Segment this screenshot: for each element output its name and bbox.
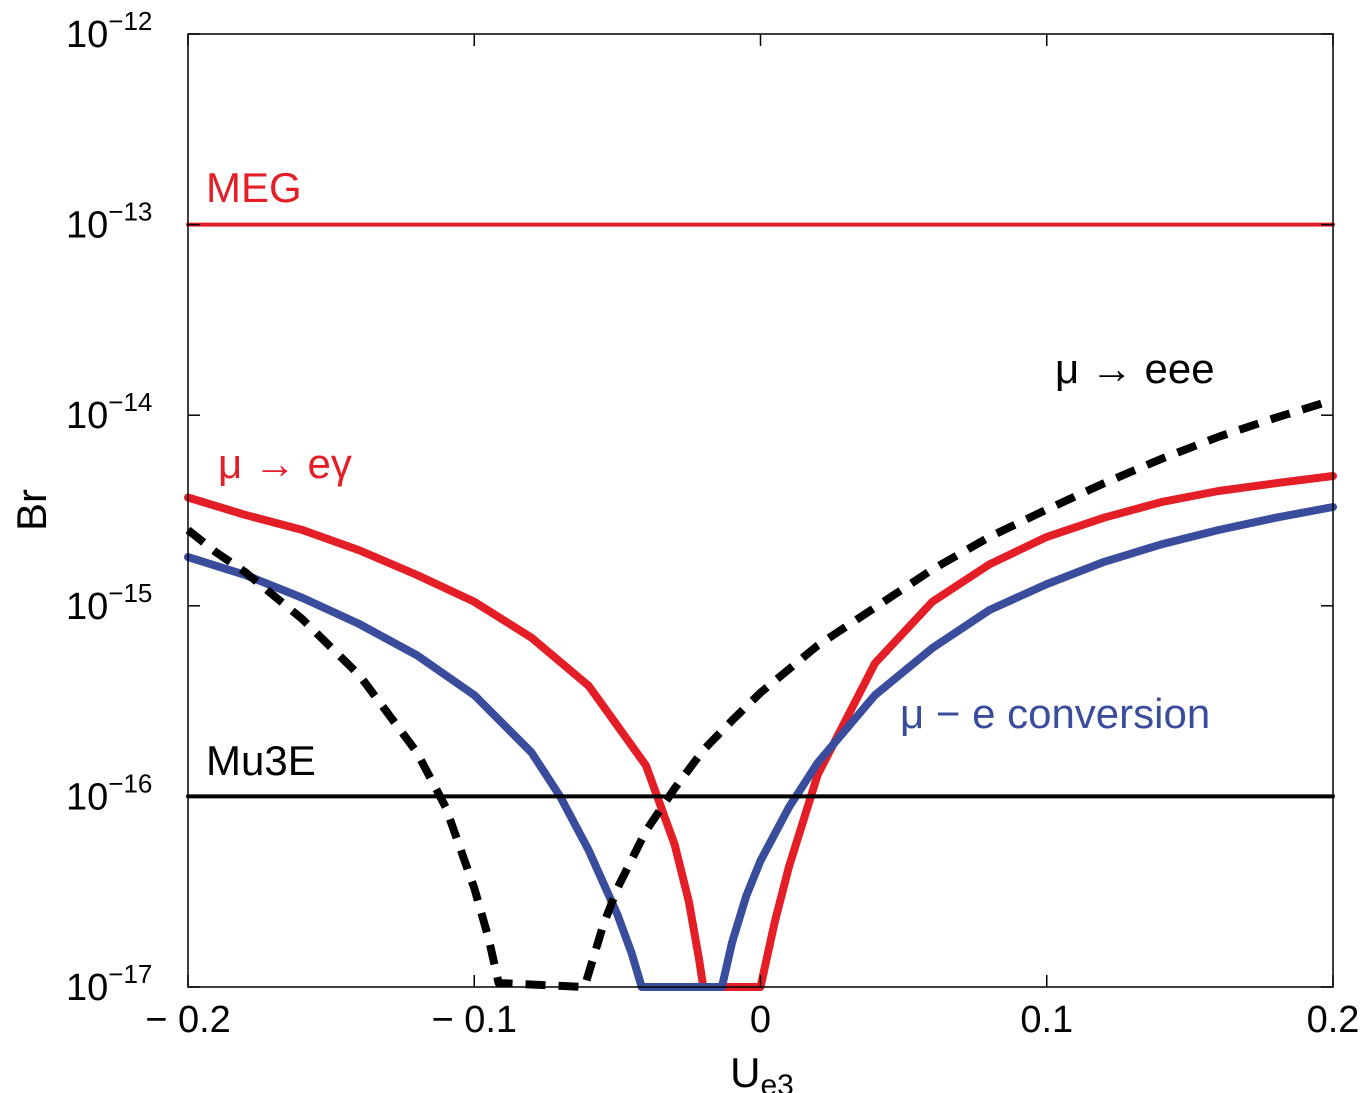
label-mueg: μ → eγ [218, 440, 352, 487]
y-tick-label-exponent: −17 [108, 959, 152, 989]
x-tick-label: − 0.2 [145, 999, 231, 1041]
y-tick-label: 10−13 [66, 197, 152, 247]
series-line-1 [184, 503, 1337, 991]
y-tick-label-base: 10 [66, 395, 108, 437]
annotation-layer: MEG μ → eγ μ → eee μ − e conversion Mu3E [206, 164, 1215, 784]
x-tick-label: 0.1 [1020, 999, 1073, 1041]
tick-layer: − 0.2− 0.1 0 0.1 0.210−1710−1610−1510−1410−… [66, 6, 1359, 1041]
label-mu3e: Mu3E [206, 737, 316, 784]
y-tick-label: 10−14 [66, 387, 152, 437]
series-layer [184, 222, 1337, 991]
x-axis-title-subscript: e3 [760, 1069, 793, 1093]
label-meg: MEG [206, 164, 302, 211]
y-tick-label: 10−17 [66, 959, 152, 1009]
y-tick-label-base: 10 [66, 586, 108, 628]
y-tick-label-base: 10 [66, 967, 108, 1009]
y-tick-label-base: 10 [66, 776, 108, 818]
x-tick-label: 0 [750, 999, 771, 1041]
y-tick-label-base: 10 [66, 14, 108, 56]
x-axis-title-main: U [730, 1049, 760, 1093]
y-axis-title: Br [8, 489, 55, 531]
x-tick-label: 0.2 [1307, 999, 1360, 1041]
x-tick-label: − 0.1 [431, 999, 517, 1041]
y-tick-label: 10−16 [66, 768, 152, 818]
plot-frame [187, 33, 1334, 988]
y-tick-label-exponent: −15 [108, 578, 152, 608]
y-tick-label-exponent: −12 [108, 6, 152, 36]
y-tick-label-exponent: −14 [108, 387, 152, 417]
series-line-2 [185, 396, 1335, 991]
y-tick-label: 10−15 [66, 578, 152, 628]
y-tick-label: 10−12 [66, 6, 152, 56]
y-tick-label-exponent: −13 [108, 197, 152, 227]
label-mueee: μ → eee [1055, 345, 1215, 392]
label-mueconv: μ − e conversion [900, 690, 1210, 737]
x-axis-title: Ue3 [730, 1049, 794, 1093]
y-tick-label-base: 10 [66, 205, 108, 247]
y-tick-label-exponent: −16 [108, 768, 152, 798]
